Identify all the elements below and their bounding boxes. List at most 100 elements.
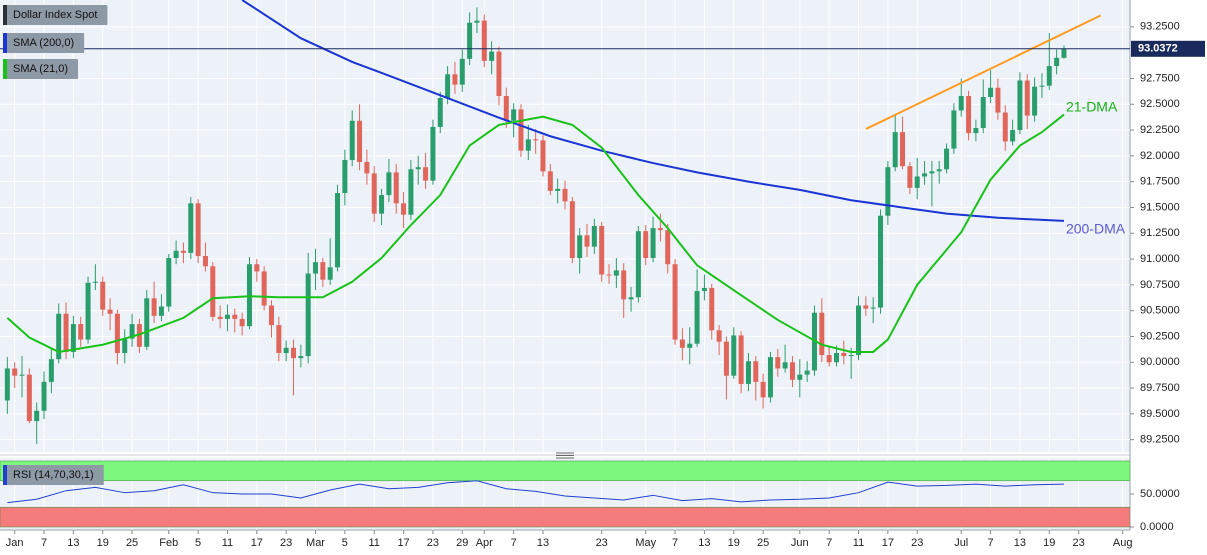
candle-body: [775, 357, 781, 369]
main-plot: [0, 0, 1130, 444]
x-tick-label: Jun: [791, 537, 809, 549]
x-tick-label: 19: [97, 537, 109, 549]
candle-body: [907, 166, 913, 188]
candle-body: [738, 335, 744, 384]
candle-body: [613, 270, 619, 276]
candle-body: [291, 347, 297, 359]
candle-body: [48, 359, 54, 382]
x-tick-label: 23: [911, 537, 923, 549]
x-tick-label: 25: [757, 537, 769, 549]
x-tick-label: Jul: [954, 537, 968, 549]
candle-body: [753, 361, 759, 382]
legend-entry-text: SMA (200,0): [13, 37, 74, 49]
y-tick-label: 89.2500: [1140, 434, 1180, 446]
y-tick-label: 92.0000: [1140, 150, 1180, 162]
candle-body: [430, 126, 436, 181]
candle-body: [701, 287, 707, 292]
candle-body: [841, 352, 847, 357]
x-tick-label: 13: [67, 537, 79, 549]
candle-body: [958, 95, 964, 111]
candle-body: [129, 324, 135, 339]
candle-body: [694, 291, 700, 344]
candle-body: [26, 374, 32, 422]
candle-body: [914, 176, 920, 188]
x-tick-label: 17: [397, 537, 409, 549]
candle-body: [408, 169, 414, 215]
candle-body: [92, 281, 98, 283]
y-tick-label: 92.7500: [1140, 72, 1180, 84]
candle-body: [452, 74, 458, 85]
candle-body: [1024, 80, 1030, 116]
candle-body: [1002, 112, 1008, 142]
x-tick-label: 7: [826, 537, 832, 549]
candle-body: [364, 162, 370, 174]
candle-body: [973, 127, 979, 134]
candle-body: [327, 267, 333, 280]
candle-body: [415, 167, 421, 170]
series-label: 200-DMA: [1066, 221, 1126, 237]
y-tick-label: 91.2500: [1140, 227, 1180, 239]
candle-body: [481, 20, 487, 61]
x-tick-label: 25: [126, 537, 138, 549]
panel-grip[interactable]: [556, 452, 574, 459]
x-tick-label: 7: [41, 537, 47, 549]
candle-body: [261, 271, 267, 306]
candle-body: [797, 374, 803, 380]
x-tick-label: 19: [1043, 537, 1055, 549]
x-tick-label: 7: [511, 537, 517, 549]
candle-body: [628, 297, 634, 300]
x-tick-label: 23: [596, 537, 608, 549]
trend-line: [865, 14, 1102, 130]
candle-body: [401, 203, 407, 215]
axes: Jan 7 13 19 25 Feb 5 11 17 23 Mar 5 11 17 23 29 Apr 7 13 23…: [6, 21, 1205, 549]
candle-body: [78, 324, 84, 340]
candle-body: [525, 139, 531, 151]
candle-body: [70, 324, 76, 352]
candle-body: [540, 140, 546, 172]
candle-body: [731, 335, 737, 376]
candle-body: [445, 74, 451, 99]
candle-body: [1061, 48, 1067, 58]
candle-body: [349, 120, 355, 160]
rsi-title-box: [3, 465, 104, 485]
x-tick-label: 13: [698, 537, 710, 549]
legend-title-box: [3, 5, 108, 25]
y-tick-label: 89.7500: [1140, 382, 1180, 394]
candle-body: [562, 188, 568, 202]
candle-body: [745, 361, 751, 384]
candle-body: [657, 228, 663, 231]
candle-body: [819, 312, 825, 356]
candle-body: [760, 381, 766, 398]
candle-body: [929, 171, 935, 174]
y-tick-label: 90.5000: [1140, 305, 1180, 317]
y-tick-label: 93.2500: [1140, 21, 1180, 33]
candle-body: [1039, 85, 1045, 87]
candle-body: [467, 22, 473, 59]
candle-body: [606, 274, 612, 276]
candle-body: [878, 215, 884, 308]
candle-body: [342, 159, 348, 194]
candle-body: [980, 97, 986, 128]
candle-body: [856, 305, 862, 356]
x-tick-label: 23: [1073, 537, 1085, 549]
candle-body: [1017, 80, 1023, 131]
candle-body: [158, 306, 164, 316]
candle-body: [246, 264, 252, 327]
candle-body: [1054, 57, 1060, 67]
x-tick-label: Apr: [476, 537, 493, 549]
rsi-band: [0, 460, 1130, 482]
candle-body: [393, 172, 399, 204]
candle-body: [173, 250, 179, 259]
candle-body: [19, 374, 25, 376]
candle-body: [268, 305, 274, 326]
x-tick-label: 11: [369, 537, 380, 549]
candle-body: [533, 139, 539, 141]
rsi-line: [7, 480, 1064, 504]
candle-body: [577, 235, 583, 259]
legend-entry-swatch: [3, 33, 7, 53]
y-tick-label: 0.0000: [1140, 521, 1174, 533]
legend-entry-swatch: [3, 59, 7, 79]
x-tick-label: 23: [280, 537, 292, 549]
rsi-title: RSI (14,70,30,1): [13, 469, 94, 481]
